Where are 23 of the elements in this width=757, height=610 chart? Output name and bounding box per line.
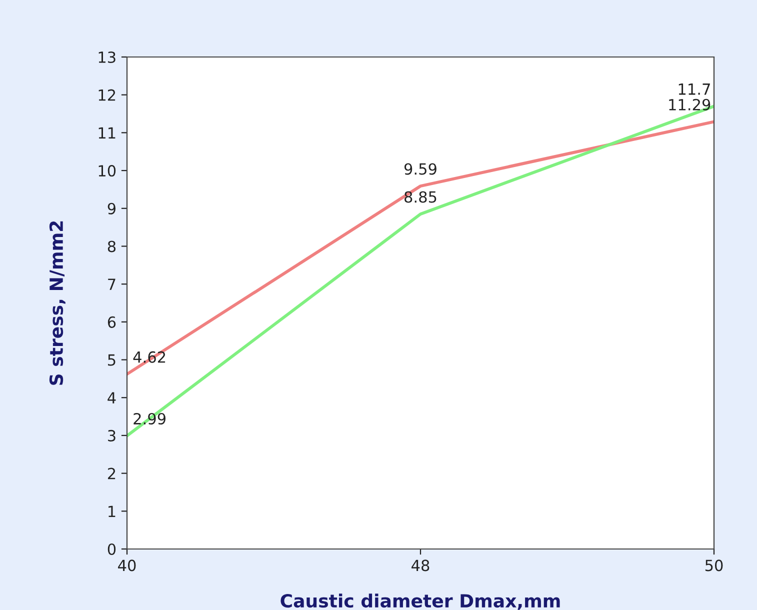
y-tick-label: 9: [108, 202, 116, 214]
y-tick-label: 6: [108, 316, 116, 328]
data-label: 11.7: [678, 84, 710, 95]
y-tick-label: 4: [108, 392, 116, 404]
x-tick-label: 48: [412, 560, 430, 572]
y-tick-label: 11: [98, 127, 116, 138]
y-tick-label: 2: [108, 468, 116, 480]
y-tick-label: 8: [108, 240, 116, 252]
y-tick-label: 5: [108, 354, 116, 366]
data-label: 8.85: [404, 191, 436, 203]
y-tick-label: 13: [98, 51, 116, 64]
y-tick-label: 0: [108, 543, 116, 556]
y-tick-label: 3: [108, 430, 116, 442]
y-tick-label: 1: [108, 506, 116, 517]
y-tick-label: 10: [98, 165, 116, 177]
data-label: 9.59: [404, 163, 436, 175]
x-tick-label: 50: [705, 560, 723, 572]
x-tick-label: 40: [118, 560, 136, 572]
x-axis-title: Caustic diameter Dmax,mm: [280, 594, 560, 610]
y-tick-label: 7: [108, 278, 116, 290]
y-axis-title: S stress, N/mm2: [49, 221, 66, 385]
y-tick-label: 12: [98, 89, 116, 101]
data-label: 11.29: [669, 98, 710, 110]
